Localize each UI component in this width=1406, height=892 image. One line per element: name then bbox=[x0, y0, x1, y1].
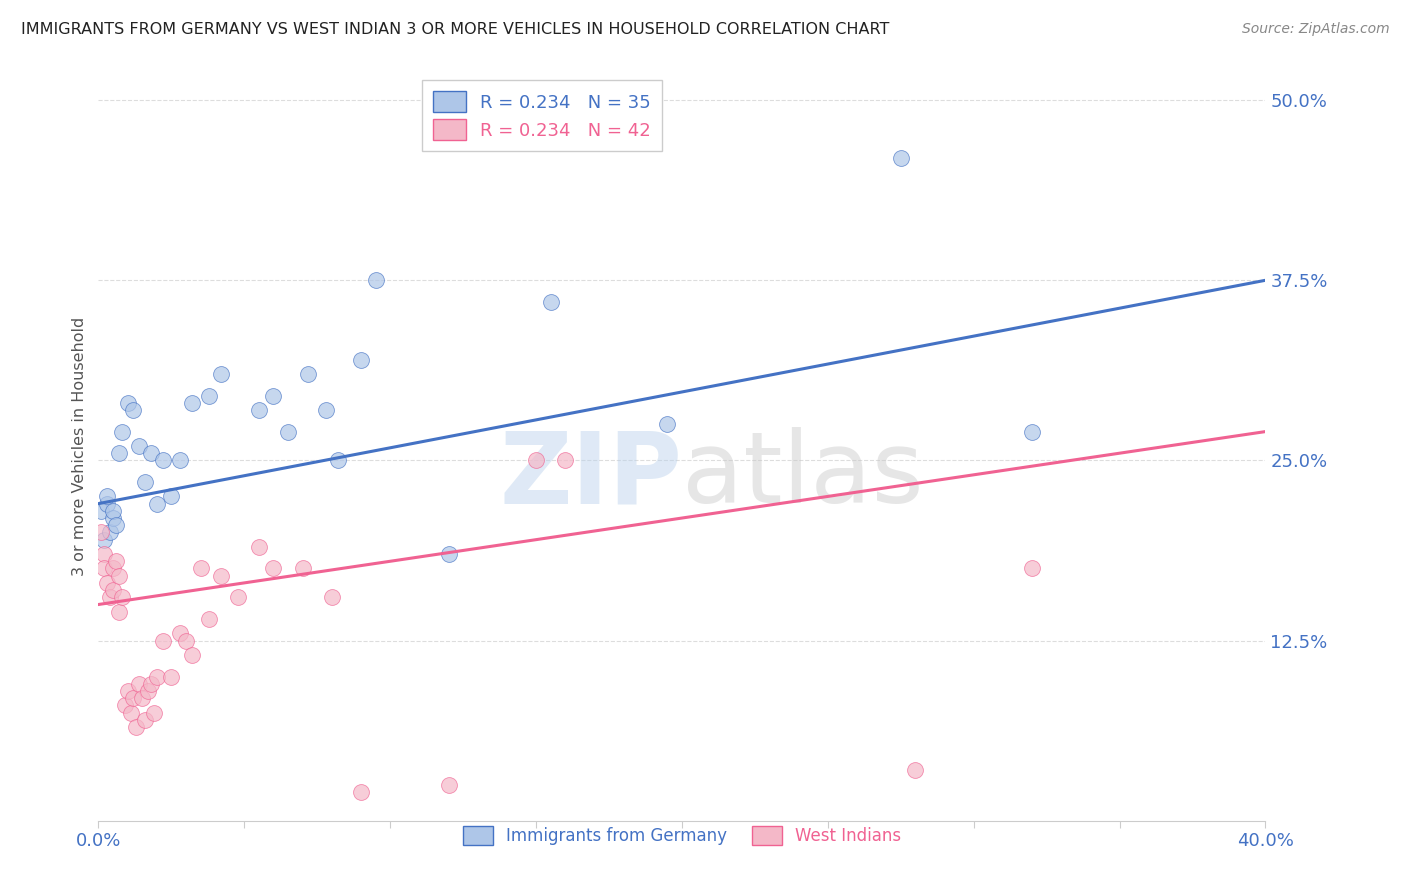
Point bbox=[128, 677, 150, 691]
Point bbox=[209, 367, 232, 381]
Point bbox=[554, 453, 576, 467]
Point bbox=[131, 691, 153, 706]
Point bbox=[160, 669, 183, 683]
Point bbox=[262, 561, 284, 575]
Point bbox=[247, 540, 270, 554]
Point bbox=[134, 475, 156, 489]
Point bbox=[277, 425, 299, 439]
Text: IMMIGRANTS FROM GERMANY VS WEST INDIAN 3 OR MORE VEHICLES IN HOUSEHOLD CORRELATI: IMMIGRANTS FROM GERMANY VS WEST INDIAN 3… bbox=[21, 22, 890, 37]
Point bbox=[122, 691, 145, 706]
Point bbox=[198, 612, 221, 626]
Point bbox=[350, 352, 373, 367]
Point bbox=[904, 763, 927, 777]
Point bbox=[262, 388, 284, 402]
Point bbox=[190, 561, 212, 575]
Point bbox=[114, 698, 136, 713]
Text: atlas: atlas bbox=[682, 427, 924, 524]
Legend: Immigrants from Germany, West Indians: Immigrants from Germany, West Indians bbox=[454, 818, 910, 854]
Point bbox=[315, 403, 337, 417]
Point bbox=[101, 504, 124, 518]
Point bbox=[139, 677, 162, 691]
Point bbox=[96, 497, 118, 511]
Point bbox=[96, 575, 118, 590]
Point bbox=[524, 453, 547, 467]
Point bbox=[104, 518, 127, 533]
Point bbox=[111, 591, 134, 605]
Point bbox=[104, 554, 127, 568]
Point bbox=[160, 490, 183, 504]
Point bbox=[98, 525, 121, 540]
Point bbox=[122, 403, 145, 417]
Point bbox=[350, 785, 373, 799]
Point bbox=[93, 533, 115, 547]
Point bbox=[1021, 561, 1043, 575]
Point bbox=[174, 633, 197, 648]
Point bbox=[125, 720, 148, 734]
Point bbox=[101, 511, 124, 525]
Point bbox=[139, 446, 162, 460]
Point bbox=[326, 453, 349, 467]
Point bbox=[291, 561, 314, 575]
Point bbox=[90, 525, 112, 540]
Point bbox=[146, 497, 169, 511]
Point bbox=[152, 633, 174, 648]
Point bbox=[98, 591, 121, 605]
Point bbox=[93, 547, 115, 561]
Y-axis label: 3 or more Vehicles in Household: 3 or more Vehicles in Household bbox=[72, 317, 87, 575]
Text: Source: ZipAtlas.com: Source: ZipAtlas.com bbox=[1241, 22, 1389, 37]
Point bbox=[108, 605, 131, 619]
Text: ZIP: ZIP bbox=[499, 427, 682, 524]
Point bbox=[108, 568, 131, 582]
Point bbox=[437, 547, 460, 561]
Point bbox=[321, 591, 343, 605]
Point bbox=[1021, 425, 1043, 439]
Point bbox=[890, 151, 912, 165]
Point bbox=[101, 561, 124, 575]
Point bbox=[90, 504, 112, 518]
Point bbox=[111, 425, 134, 439]
Point bbox=[134, 713, 156, 727]
Point bbox=[437, 778, 460, 792]
Point bbox=[364, 273, 387, 287]
Point bbox=[108, 446, 131, 460]
Point bbox=[117, 396, 139, 410]
Point bbox=[146, 669, 169, 683]
Point bbox=[540, 294, 562, 309]
Point bbox=[120, 706, 142, 720]
Point bbox=[247, 403, 270, 417]
Point bbox=[101, 583, 124, 598]
Point bbox=[93, 561, 115, 575]
Point bbox=[152, 453, 174, 467]
Point bbox=[297, 367, 319, 381]
Point bbox=[169, 453, 191, 467]
Point bbox=[180, 396, 202, 410]
Point bbox=[136, 684, 159, 698]
Point bbox=[198, 388, 221, 402]
Point bbox=[128, 439, 150, 453]
Point bbox=[180, 648, 202, 662]
Point bbox=[117, 684, 139, 698]
Point bbox=[209, 568, 232, 582]
Point bbox=[228, 591, 250, 605]
Point bbox=[169, 626, 191, 640]
Point bbox=[657, 417, 679, 432]
Point bbox=[96, 490, 118, 504]
Point bbox=[142, 706, 165, 720]
